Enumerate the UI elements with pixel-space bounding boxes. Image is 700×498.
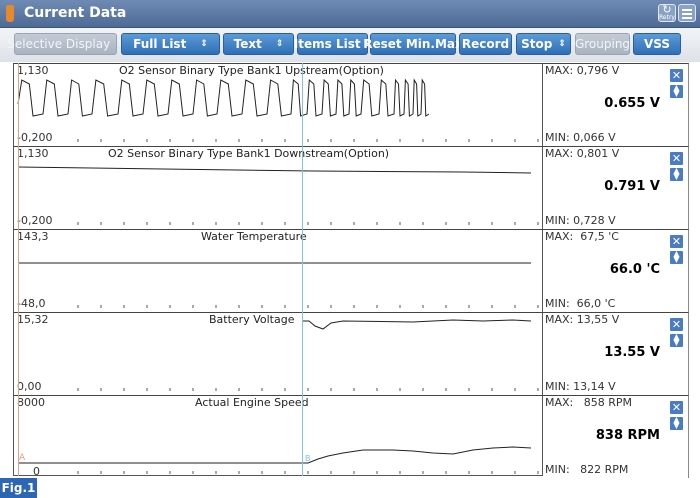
close-icon[interactable]: ✕: [670, 69, 683, 82]
reorder-icon[interactable]: ▲ ▼: [670, 167, 683, 181]
axis-min-label: -0,200: [17, 214, 53, 227]
record-button[interactable]: Record: [459, 33, 512, 55]
close-icon[interactable]: ✕: [670, 152, 683, 165]
left-cursor-marker[interactable]: [18, 63, 19, 476]
axis-max-label: 143,3: [17, 230, 49, 243]
max-value: MAX: 0,801 V: [545, 147, 620, 160]
app-icon: [6, 5, 14, 22]
current-value: 838 RPM: [595, 428, 660, 443]
time-axis-ticks: [77, 305, 539, 308]
graph-water-temperature-plot: [18, 262, 539, 308]
graph-battery-voltage-plot: [77, 319, 539, 391]
value-panel-water-temperature: MAX: 67,5 'C 66.0 'C MIN: 66,0 'C ✕ ▲ ▼: [543, 229, 689, 312]
reorder-icon[interactable]: ▲ ▼: [670, 250, 683, 264]
axis-max-label: 1,130: [17, 147, 49, 160]
graph-battery-voltage[interactable]: 15,32 Battery Voltage 0,00: [13, 312, 543, 395]
selective-display-dropdown[interactable]: Selective Display ⇕: [7, 33, 124, 55]
toolbar: Selective Display ⇕ Full List ⇕ Text ⇕ Item…: [0, 28, 700, 62]
graph-engine-speed-plot: A B: [18, 446, 539, 474]
reorder-icon[interactable]: ▲ ▼: [670, 84, 683, 98]
selective-display-label: Selective Display: [7, 37, 111, 51]
retry-icon[interactable]: Retry: [658, 0, 676, 23]
min-value: MIN: 13,14 V: [545, 380, 616, 393]
graph-water-temperature[interactable]: 143,3 Water Temperature -48,0: [13, 229, 543, 312]
close-icon[interactable]: ✕: [670, 318, 683, 331]
sort-arrows-icon: ⇕: [275, 38, 284, 49]
sort-arrows-icon: ⇕: [363, 38, 372, 49]
max-value: MAX: 858 RPM: [545, 396, 633, 409]
sort-arrows-icon: ⇕: [558, 38, 566, 49]
value-panel-o2-upstream: MAX: 0,796 V 0.655 V MIN: 0,066 V ✕ ▲ ▼: [543, 63, 689, 146]
axis-max-label: 1,130: [17, 64, 49, 77]
grouping-button[interactable]: Grouping: [575, 33, 630, 55]
reorder-icon[interactable]: ▲ ▼: [670, 333, 683, 347]
axis-min-label: 0,00: [17, 380, 42, 393]
window-title: Current Data: [24, 5, 127, 21]
axis-min-label: 0: [33, 465, 40, 478]
menu-icon[interactable]: [678, 4, 696, 22]
o2-downstream-trace: [17, 166, 532, 174]
value-panel-battery-voltage: MAX: 13,55 V 13.55 V MIN: 13,14 V ✕ ▲ ▼: [543, 312, 689, 395]
value-panel-o2-downstream: MAX: 0,801 V 0.791 V MIN: 0,728 V ✕ ▲ ▼: [543, 146, 689, 229]
battery-voltage-trace: [303, 319, 532, 330]
time-axis-ticks: [77, 471, 539, 474]
close-icon[interactable]: ✕: [670, 401, 683, 414]
graph-o2-upstream[interactable]: 1,130 O2 Sensor Binary Type Bank1 Upstre…: [13, 63, 543, 146]
vss-button[interactable]: VSS: [633, 33, 681, 55]
items-list-dropdown[interactable]: Items List ⇕: [293, 33, 371, 55]
time-axis-ticks: [77, 388, 539, 391]
figure-label: Fig.1: [0, 478, 37, 498]
graph-o2-upstream-plot: [17, 78, 539, 142]
max-value: MAX: 67,5 'C: [545, 230, 619, 243]
min-value: MIN: 66,0 'C: [545, 297, 616, 310]
left-marker-icon: A: [19, 453, 26, 463]
max-value: MAX: 0,796 V: [545, 64, 620, 77]
cursor-marker-icon: B: [305, 454, 311, 463]
o2-upstream-trace: [17, 78, 430, 117]
graph-title: Battery Voltage: [209, 313, 295, 326]
time-cursor-line[interactable]: [302, 63, 303, 476]
value-panel-engine-speed: MAX: 858 RPM 838 RPM MIN: 822 RPM ✕ ▲ ▼: [543, 395, 689, 478]
graph-title: Water Temperature: [201, 230, 307, 243]
graph-title: O2 Sensor Binary Type Bank1 Upstream(Opt…: [119, 64, 384, 77]
min-value: MIN: 0,728 V: [545, 214, 616, 227]
stop-label: Stop: [521, 37, 553, 51]
engine-speed-trace: [307, 446, 532, 464]
axis-max-label: 8000: [17, 396, 45, 409]
full-list-label: Full List: [133, 37, 187, 51]
axis-min-label: -48,0: [17, 297, 46, 310]
current-value: 0.791 V: [604, 179, 660, 194]
graph-title: Actual Engine Speed: [195, 396, 309, 409]
current-value: 66.0 'C: [609, 262, 660, 277]
sort-arrows-icon: ⇕: [200, 38, 208, 49]
text-label: Text: [233, 37, 262, 51]
time-axis-ticks: [77, 139, 539, 142]
axis-min-label: -0,200: [17, 131, 53, 144]
current-value: 13.55 V: [604, 345, 660, 360]
axis-max-label: 15,32: [17, 313, 49, 326]
items-list-label: Items List: [293, 37, 361, 51]
max-value: MAX: 13,55 V: [545, 313, 620, 326]
stop-dropdown[interactable]: Stop ⇕: [516, 33, 571, 55]
reset-min-max-button[interactable]: Reset Min.Max: [363, 33, 463, 55]
graph-title: O2 Sensor Binary Type Bank1 Downstream(O…: [108, 147, 390, 160]
reorder-icon[interactable]: ▲ ▼: [670, 416, 683, 430]
min-value: MIN: 0,066 V: [545, 131, 616, 144]
text-dropdown[interactable]: Text ⇕: [223, 33, 294, 55]
title-bar: Current Data Retry: [0, 0, 700, 28]
min-value: MIN: 822 RPM: [545, 463, 629, 476]
current-value: 0.655 V: [604, 96, 660, 111]
close-icon[interactable]: ✕: [670, 235, 683, 248]
full-list-dropdown[interactable]: Full List ⇕: [121, 33, 220, 55]
graph-engine-speed[interactable]: A B 8000 Actual Engine Speed 0: [13, 395, 543, 478]
graph-o2-downstream-plot: [17, 166, 539, 225]
time-axis-ticks: [77, 222, 539, 225]
sort-arrows-icon: ⇕: [116, 38, 124, 49]
graph-o2-downstream[interactable]: 1,130 O2 Sensor Binary Type Bank1 Downst…: [13, 146, 543, 229]
